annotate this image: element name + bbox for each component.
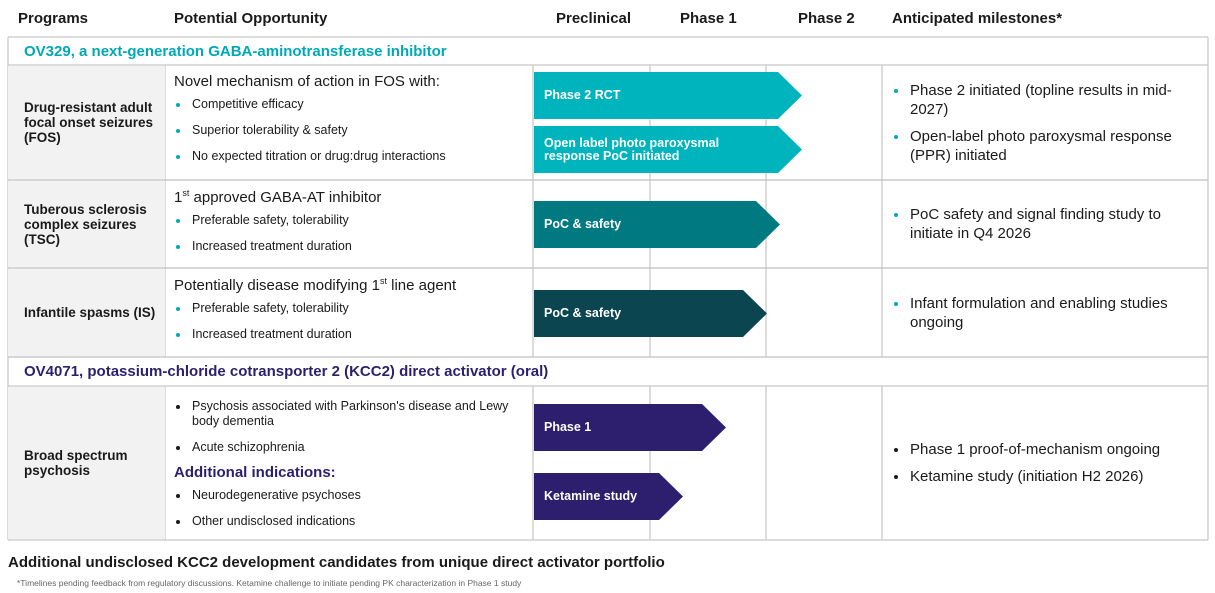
bullet-item: No expected titration or drug:drug inter… [174,144,529,170]
bullet-item: Preferable safety, tolerability [174,208,529,234]
phase-arrow [534,72,802,119]
bullet-item: Superior tolerability & safety [174,118,529,144]
bullet-list: Phase 2 initiated (topline results in mi… [892,73,1192,173]
header-phase1: Phase 1 [680,10,737,27]
bullet-item: Psychosis associated with Parkinson's di… [174,394,529,435]
footer-note: Additional undisclosed KCC2 development … [8,554,665,571]
bullet-list: Preferable safety, tolerability Increased… [174,208,529,260]
header-phase2: Phase 2 [798,10,855,27]
footnote: *Timelines pending feedback from regulat… [17,578,522,588]
opportunity-cell: Psychosis associated with Parkinson's di… [174,386,529,540]
program-name: Infantile spasms (IS) [8,269,165,356]
bullet-item: Acute schizophrenia [174,435,529,461]
bullet-item: Infant formulation and enabling studies … [892,294,1192,332]
bullet-list: Competitive efficacy Superior tolerabilit… [174,92,529,170]
intro-text: line agent [386,277,457,294]
intro-text: approved GABA-AT inhibitor [189,189,382,206]
header-preclinical: Preclinical [556,10,632,27]
opportunity-intro: Novel mechanism of action in FOS with: [174,73,529,90]
phase-arrow [534,404,726,451]
bullet-item: Preferable safety, tolerability [174,296,529,322]
arrow-label: PoC & safety [544,217,622,231]
intro-text: Potentially disease modifying 1 [174,277,380,294]
program-name: Broad spectrum psychosis [8,387,165,539]
milestones-cell: PoC safety and signal finding study to i… [892,180,1192,268]
bullet-list: Psychosis associated with Parkinson's di… [174,394,529,461]
bullet-item: Ketamine study (initiation H2 2026) [892,467,1192,486]
bullet-item: Other undisclosed indications [174,509,529,535]
milestones-cell: Phase 2 initiated (topline results in mi… [892,65,1192,180]
bullet-item: PoC safety and signal finding study to i… [892,205,1192,243]
bullet-item: Increased treatment duration [174,322,529,348]
intro-superscript: st [379,276,387,286]
opportunity-intro: Potentially disease modifying 1st line a… [174,276,529,294]
bullet-item: Phase 2 initiated (topline results in mi… [892,81,1192,119]
arrow-label: Phase 1 [544,420,592,434]
opportunity-cell: Potentially disease modifying 1st line a… [174,268,529,357]
opportunity-cell: Novel mechanism of action in FOS with: Co… [174,65,529,180]
milestones-cell: Infant formulation and enabling studies … [892,268,1192,357]
intro-text: 1 [174,189,183,206]
bullet-list: Preferable safety, tolerability Increased… [174,296,529,348]
arrow-label: PoC & safety [544,306,622,320]
opportunity-cell: 1st approved GABA-AT inhibitor Preferable… [174,180,529,268]
bullet-item: Phase 1 proof-of-mechanism ongoing [892,440,1192,459]
arrow-label: Open label photo paroxysmal response PoC… [544,135,720,163]
header-programs: Programs [18,10,89,27]
bullet-item: Neurodegenerative psychoses [174,483,529,509]
intro-superscript: st [182,188,190,198]
bullet-list: Phase 1 proof-of-mechanism ongoing Ketami… [892,432,1192,494]
bullet-list: Neurodegenerative psychoses Other undiscl… [174,483,529,535]
bullet-item: Open-label photo paroxysmal response (PP… [892,127,1192,165]
bullet-list: PoC safety and signal finding study to i… [892,197,1192,251]
phase-arrow [534,473,683,520]
bullet-list: Infant formulation and enabling studies … [892,286,1192,340]
program-name: Drug-resistant adult focal onset seizure… [8,66,165,179]
bullet-item: Competitive efficacy [174,92,529,118]
phase-arrow [534,201,780,248]
subheading: Additional indications: [174,464,336,481]
opportunity-intro: 1st approved GABA-AT inhibitor [174,188,529,206]
section-title: OV329, a next-generation GABA-aminotrans… [24,42,447,60]
milestones-cell: Phase 1 proof-of-mechanism ongoing Ketami… [892,386,1192,540]
intro-text: Novel mechanism of action in FOS with: [174,73,440,90]
header-milestones: Anticipated milestones* [892,10,1063,27]
section-title: OV4071, potassium-chloride cotransporter… [24,363,549,380]
phase-arrow [534,126,802,173]
header-opportunity: Potential Opportunity [174,10,328,27]
arrow-label: Phase 2 RCT [544,88,621,102]
bullet-item: Increased treatment duration [174,234,529,260]
arrow-label: Ketamine study [544,489,638,503]
program-name: Tuberous sclerosis complex seizures (TSC… [8,181,165,267]
phase-arrow [534,290,767,337]
